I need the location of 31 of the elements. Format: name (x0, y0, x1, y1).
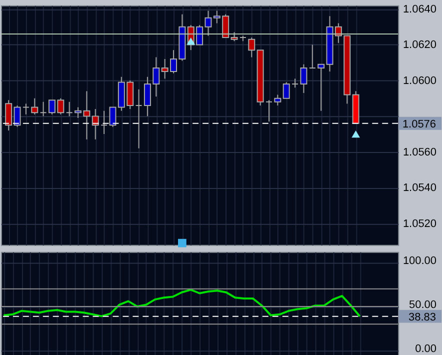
y-tick-label: 1.0520 (402, 218, 437, 230)
y-tick-label: 1.0640 (402, 3, 437, 16)
y-tick-label: 1.0540 (402, 182, 437, 194)
candlestick (282, 82, 290, 99)
ref-line-label: 38.83 (408, 311, 436, 324)
candlestick (14, 104, 21, 128)
candlestick (66, 101, 73, 117)
candlestick (40, 101, 47, 117)
y-tick-label: 0.00 (415, 343, 437, 355)
candlestick (92, 108, 99, 140)
point (178, 238, 186, 248)
candlestick (100, 110, 108, 135)
candlestick (135, 88, 142, 149)
candlestick (248, 37, 256, 58)
candlestick (308, 44, 316, 68)
y-tick-label: 100.00 (402, 254, 437, 267)
candlestick (265, 100, 272, 122)
candlestick (318, 64, 325, 112)
point (352, 130, 360, 138)
candlestick (300, 64, 308, 94)
y-tick-label: 1.0600 (402, 74, 437, 87)
candlestick (22, 103, 30, 115)
y-tick-label: 1.0560 (402, 146, 437, 158)
y-tick-label: 50.00 (409, 298, 437, 311)
candlestick (31, 98, 38, 115)
point (186, 38, 196, 45)
line-series (2, 288, 361, 318)
ref-line-label: 1.0576 (402, 118, 436, 130)
candlestick (274, 94, 282, 106)
y-tick-label: 1.0620 (402, 39, 437, 52)
candlestick (5, 100, 12, 131)
